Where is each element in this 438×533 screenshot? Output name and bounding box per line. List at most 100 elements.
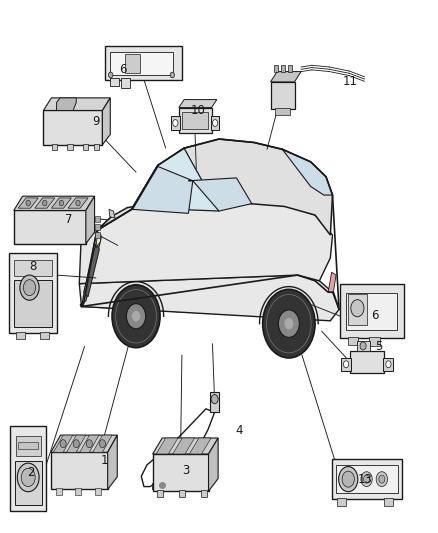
Bar (14, 211, 86, 244)
Bar (171, 116, 180, 131)
Bar (288, 64, 292, 71)
Bar (83, 143, 88, 150)
Bar (281, 64, 286, 71)
Bar (152, 454, 208, 491)
Bar (125, 54, 141, 72)
Bar (383, 358, 393, 370)
Circle shape (60, 440, 66, 448)
Text: 13: 13 (358, 473, 373, 486)
Bar (56, 488, 62, 495)
Text: 7: 7 (65, 213, 73, 225)
Bar (357, 341, 370, 351)
Polygon shape (152, 438, 218, 454)
Circle shape (73, 440, 79, 448)
Bar (182, 112, 208, 129)
Bar (179, 490, 185, 497)
Text: 9: 9 (92, 115, 100, 128)
Bar (271, 82, 294, 109)
Polygon shape (179, 100, 217, 108)
Circle shape (364, 475, 370, 483)
Circle shape (76, 200, 80, 206)
Polygon shape (156, 438, 178, 454)
Bar (51, 453, 108, 489)
Polygon shape (188, 178, 252, 211)
Polygon shape (84, 244, 99, 297)
Bar (67, 143, 73, 150)
Polygon shape (189, 438, 211, 454)
Circle shape (279, 310, 299, 337)
Bar (337, 498, 346, 506)
Circle shape (112, 285, 160, 348)
Polygon shape (43, 98, 110, 110)
Polygon shape (93, 435, 112, 453)
Polygon shape (67, 435, 86, 453)
Bar (275, 108, 290, 115)
Bar (348, 294, 367, 325)
Text: 2: 2 (27, 466, 35, 479)
Bar (210, 392, 219, 412)
Bar (18, 442, 38, 449)
Polygon shape (35, 198, 55, 208)
Polygon shape (18, 198, 38, 208)
Circle shape (99, 440, 106, 448)
Polygon shape (79, 275, 339, 321)
Bar (15, 437, 41, 456)
Bar (95, 488, 101, 495)
Bar (10, 253, 57, 333)
Circle shape (109, 72, 113, 78)
Bar (274, 64, 279, 71)
Bar (94, 143, 99, 150)
Circle shape (343, 361, 349, 368)
Circle shape (86, 440, 92, 448)
Bar (75, 488, 81, 495)
Text: 5: 5 (375, 340, 382, 353)
Bar (95, 224, 100, 230)
Circle shape (116, 289, 156, 343)
Bar (341, 358, 351, 370)
Circle shape (173, 119, 178, 126)
Circle shape (379, 475, 385, 483)
Polygon shape (80, 435, 99, 453)
Bar (332, 459, 403, 499)
Circle shape (360, 342, 366, 350)
Circle shape (211, 394, 218, 403)
Polygon shape (132, 166, 193, 213)
Polygon shape (51, 198, 71, 208)
Polygon shape (51, 435, 117, 453)
Polygon shape (97, 139, 332, 235)
Circle shape (263, 289, 315, 358)
Bar (52, 143, 57, 150)
Circle shape (212, 119, 218, 126)
Circle shape (267, 295, 311, 353)
Polygon shape (173, 438, 194, 454)
Circle shape (21, 469, 35, 487)
Text: 6: 6 (120, 63, 127, 76)
Circle shape (26, 200, 30, 206)
Polygon shape (328, 272, 336, 292)
Circle shape (361, 472, 372, 487)
Text: 1: 1 (100, 454, 108, 467)
Bar (369, 337, 380, 346)
Text: 3: 3 (182, 464, 190, 477)
Circle shape (132, 311, 140, 321)
Bar (201, 490, 207, 497)
Bar (14, 260, 52, 276)
Polygon shape (53, 435, 73, 453)
Bar (348, 337, 358, 345)
Bar (157, 490, 163, 497)
Circle shape (351, 300, 364, 317)
Bar (40, 332, 49, 339)
Bar (346, 293, 397, 330)
Circle shape (376, 472, 388, 487)
Bar (340, 284, 404, 338)
Text: 11: 11 (343, 75, 357, 88)
Bar (152, 483, 162, 489)
Circle shape (339, 466, 358, 492)
Bar (14, 461, 42, 505)
Polygon shape (80, 230, 101, 306)
Circle shape (17, 463, 39, 492)
Bar (16, 332, 25, 339)
Bar (14, 280, 52, 327)
Polygon shape (14, 196, 95, 211)
Bar (336, 465, 398, 494)
